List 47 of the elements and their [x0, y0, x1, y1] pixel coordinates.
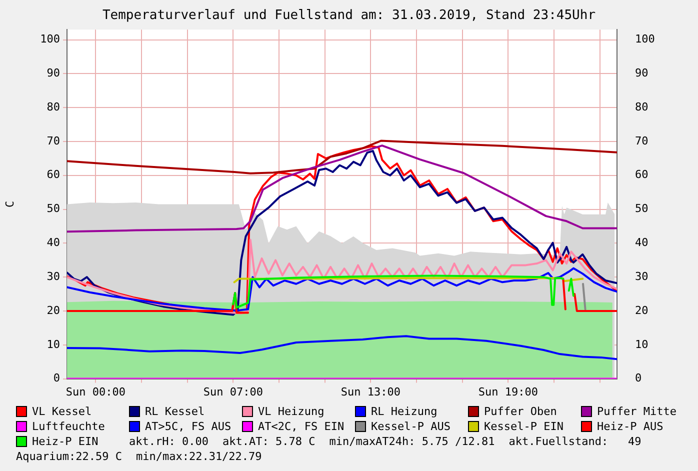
x-tick-label: Sun 00:00	[66, 385, 126, 398]
y2-tick-label: 70	[635, 134, 648, 148]
text: akt.AT: 5.78 C	[222, 434, 316, 449]
legend-label: Puffer Oben	[484, 404, 557, 419]
x-tick-label: Sun 19:00	[478, 385, 538, 398]
y2-tick-label: 100	[635, 32, 655, 46]
legend-label: Luftfeuchte	[32, 419, 105, 434]
chart-title: Temperaturverlauf und Fuellstand am: 31.03.2019, Stand 23:45Uhr	[102, 8, 596, 24]
legend-label: AT<2C, FS EIN	[258, 419, 344, 434]
legend-label: RL Heizung	[371, 404, 438, 419]
legend-label: VL Heizung	[258, 404, 324, 419]
y-tick-label: 30	[46, 270, 60, 283]
y-tick-label: 40	[46, 236, 60, 250]
y-tick-label: 100	[40, 32, 60, 46]
text: akt.Fuellstand: 49	[508, 434, 642, 449]
legend-label: VL Kessel	[32, 404, 92, 419]
x-tick-label: Sun 07:00	[203, 385, 263, 398]
text: akt.rH: 0.00	[129, 434, 208, 449]
text: Aquarium:22.59 C	[16, 449, 122, 464]
y-tick-label: 80	[46, 100, 60, 114]
legend-label: Kessel-P EIN	[484, 419, 564, 434]
y-tick-label: 70	[46, 134, 60, 148]
y2-tick-label: 10	[635, 338, 648, 351]
legend-label: Puffer Mitte	[597, 404, 676, 419]
y-tick-label: 20	[46, 304, 60, 317]
y-axis-title: C	[3, 200, 16, 208]
legend-label: Kessel-P AUS	[371, 419, 450, 434]
y2-tick-label: 50	[635, 202, 648, 216]
legend-label: RL Kessel	[145, 404, 205, 419]
y2-tick-label: 0	[635, 372, 642, 385]
y2-tick-label: 20	[635, 304, 648, 317]
legend-label: Heiz-P EIN	[32, 434, 98, 449]
y2-tick-label: 60	[635, 168, 648, 182]
y2-tick-label: 90	[635, 66, 648, 80]
legend-label: AT>5C, FS AUS	[145, 419, 232, 434]
text: min/max:22.31/22.79	[136, 449, 262, 464]
y-tick-label: 90	[46, 66, 60, 80]
y2-tick-label: 40	[635, 236, 648, 250]
y2-tick-label: 30	[635, 270, 648, 283]
y-tick-label: 60	[46, 168, 60, 182]
y-tick-label: 50	[46, 202, 60, 216]
y2-tick-label: 80	[635, 100, 648, 114]
y-tick-label: 10	[46, 338, 60, 351]
legend-label: Heiz-P AUS	[597, 419, 664, 434]
x-tick-label: Sun 13:00	[340, 385, 400, 398]
text: min/maxAT24h: 5.75 /12.81	[329, 434, 495, 449]
y-tick-label: 0	[53, 372, 60, 385]
